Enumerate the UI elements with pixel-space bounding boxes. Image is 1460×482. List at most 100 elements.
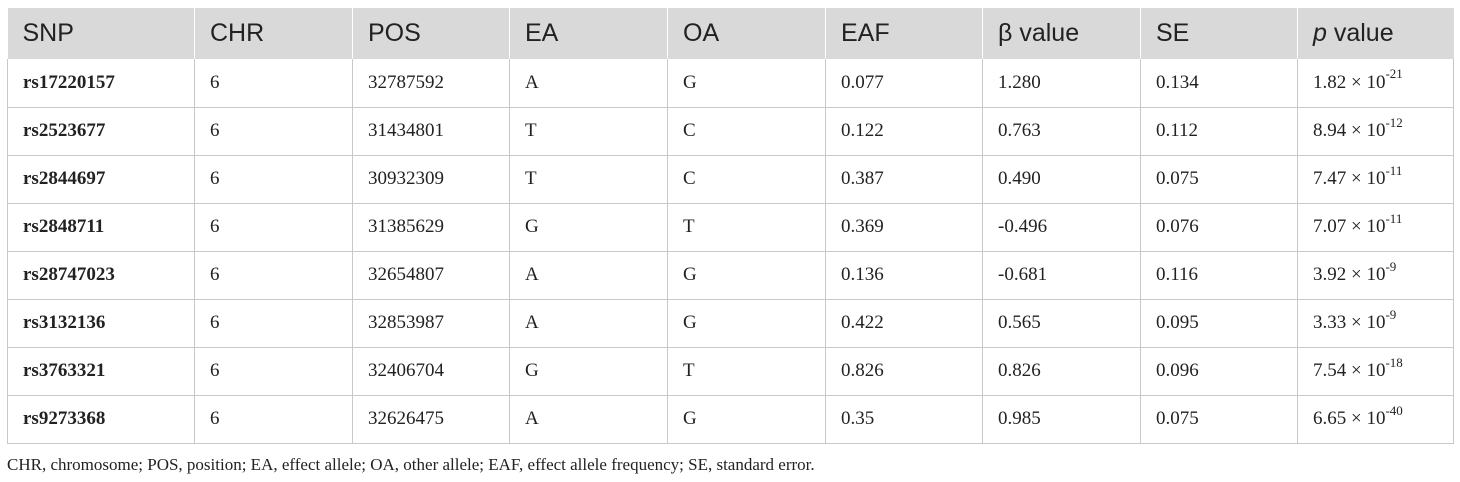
cell-se: 0.095 bbox=[1140, 299, 1298, 348]
p-value-mantissa: 6.65 × 10 bbox=[1313, 408, 1386, 429]
cell-se: 0.112 bbox=[1140, 107, 1298, 156]
cell-beta: -0.496 bbox=[982, 203, 1141, 252]
cell-chr: 6 bbox=[194, 347, 353, 396]
cell-eaf: 0.136 bbox=[825, 251, 983, 300]
cell-pos: 31434801 bbox=[352, 107, 510, 156]
cell-oa: G bbox=[667, 299, 826, 348]
cell-snp: rs28747023 bbox=[7, 251, 195, 300]
table-row: rs2848711 6 31385629 G T 0.369 -0.496 0.076 7.07… bbox=[7, 203, 1454, 252]
header-snp: SNP bbox=[7, 8, 195, 59]
cell-beta: 0.565 bbox=[982, 299, 1141, 348]
header-row: SNP CHR POS EA OA EAF β value SE p value bbox=[7, 8, 1454, 59]
cell-beta: 0.490 bbox=[982, 155, 1141, 204]
cell-p-value: 3.92 × 10-9 bbox=[1297, 251, 1454, 300]
cell-pos: 32654807 bbox=[352, 251, 510, 300]
cell-pos: 32787592 bbox=[352, 59, 510, 108]
cell-p-value: 7.07 × 10-11 bbox=[1297, 203, 1454, 252]
cell-eaf: 0.387 bbox=[825, 155, 983, 204]
cell-snp: rs3132136 bbox=[7, 299, 195, 348]
cell-p-value: 7.54 × 10-18 bbox=[1297, 347, 1454, 396]
p-value-exponent: -9 bbox=[1385, 306, 1397, 322]
p-value-mantissa: 7.07 × 10 bbox=[1313, 216, 1386, 237]
cell-chr: 6 bbox=[194, 299, 353, 348]
cell-chr: 6 bbox=[194, 59, 353, 108]
header-p-rest: value bbox=[1326, 19, 1394, 47]
p-value-mantissa: 1.82 × 10 bbox=[1313, 71, 1386, 93]
cell-p-value: 3.33 × 10-9 bbox=[1297, 299, 1454, 348]
cell-snp: rs3763321 bbox=[7, 347, 195, 396]
cell-pos: 32406704 bbox=[352, 347, 510, 396]
cell-oa: T bbox=[667, 347, 826, 396]
cell-eaf: 0.122 bbox=[825, 107, 983, 156]
cell-chr: 6 bbox=[194, 107, 353, 156]
table-row: rs9273368 6 32626475 A G 0.35 0.985 0.075 6.65 ×… bbox=[7, 395, 1454, 444]
p-value-mantissa: 7.47 × 10 bbox=[1313, 168, 1386, 189]
cell-oa: G bbox=[667, 395, 826, 444]
cell-chr: 6 bbox=[194, 395, 353, 444]
cell-se: 0.075 bbox=[1140, 155, 1298, 204]
cell-snp: rs2844697 bbox=[7, 155, 195, 204]
cell-eaf: 0.077 bbox=[825, 59, 983, 108]
header-oa: OA bbox=[667, 8, 826, 59]
header-p-value: p value bbox=[1298, 8, 1454, 59]
cell-p-value: 8.94 × 10-12 bbox=[1297, 107, 1454, 156]
p-value-mantissa: 3.92 × 10 bbox=[1313, 264, 1386, 285]
cell-eaf: 0.35 bbox=[825, 395, 983, 444]
cell-chr: 6 bbox=[194, 251, 353, 300]
cell-pos: 32853987 bbox=[352, 299, 510, 348]
cell-se: 0.076 bbox=[1140, 203, 1298, 252]
cell-beta: -0.681 bbox=[982, 251, 1141, 300]
cell-pos: 32626475 bbox=[352, 395, 510, 444]
table-footnote: CHR, chromosome; POS, position; EA, effe… bbox=[7, 455, 815, 474]
p-value-exponent: -18 bbox=[1385, 354, 1403, 370]
p-value-mantissa: 8.94 × 10 bbox=[1313, 120, 1386, 141]
cell-se: 0.096 bbox=[1140, 347, 1298, 396]
cell-eaf: 0.826 bbox=[825, 347, 983, 396]
p-value-mantissa: 3.33 × 10 bbox=[1313, 312, 1386, 333]
table-row: rs28747023 6 32654807 A G 0.136 -0.681 0.116 3.9… bbox=[7, 251, 1454, 300]
cell-eaf: 0.369 bbox=[825, 203, 983, 252]
cell-ea: A bbox=[509, 251, 668, 300]
p-value-exponent: -11 bbox=[1385, 162, 1403, 178]
cell-se: 0.075 bbox=[1140, 395, 1298, 444]
cell-pos: 31385629 bbox=[352, 203, 510, 252]
p-value-exponent: -40 bbox=[1385, 402, 1403, 418]
cell-ea: A bbox=[509, 299, 668, 348]
header-eaf: EAF bbox=[825, 8, 983, 59]
table-row: rs3763321 6 32406704 G T 0.826 0.826 0.096 7.54 … bbox=[7, 347, 1454, 396]
header-p-symbol: p bbox=[1313, 19, 1327, 47]
cell-eaf: 0.422 bbox=[825, 299, 983, 348]
p-value-mantissa: 7.54 × 10 bbox=[1313, 360, 1386, 381]
cell-ea: G bbox=[509, 203, 668, 252]
cell-p-value: 7.47 × 10-11 bbox=[1297, 155, 1454, 204]
header-se: SE bbox=[1140, 8, 1298, 59]
cell-beta: 0.826 bbox=[982, 347, 1141, 396]
snp-table-container: SNP CHR POS EA OA EAF β value SE p value… bbox=[7, 8, 1454, 444]
table-row: rs17220157 6 32787592 A G 0.077 1.280 0.134 1.82… bbox=[7, 59, 1454, 108]
header-pos: POS bbox=[352, 8, 510, 59]
cell-pos: 30932309 bbox=[352, 155, 510, 204]
cell-beta: 1.280 bbox=[982, 59, 1141, 108]
header-chr: CHR bbox=[194, 8, 353, 59]
cell-p-value: 1.82 × 10-21 bbox=[1297, 59, 1454, 108]
cell-snp: rs2523677 bbox=[7, 107, 195, 156]
cell-oa: T bbox=[667, 203, 826, 252]
snp-table: SNP CHR POS EA OA EAF β value SE p value… bbox=[7, 8, 1454, 444]
cell-ea: A bbox=[509, 59, 668, 108]
cell-beta: 0.763 bbox=[982, 107, 1141, 156]
p-value-exponent: -9 bbox=[1385, 258, 1397, 274]
cell-oa: C bbox=[667, 155, 826, 204]
cell-ea: A bbox=[509, 395, 668, 444]
p-value-exponent: -11 bbox=[1385, 210, 1403, 226]
p-value-exponent: -21 bbox=[1385, 66, 1403, 82]
table-row: rs3132136 6 32853987 A G 0.422 0.565 0.095 3.33 … bbox=[7, 299, 1454, 348]
table-header: SNP CHR POS EA OA EAF β value SE p value bbox=[7, 8, 1454, 59]
table-body: rs17220157 6 32787592 A G 0.077 1.280 0.134 1.82… bbox=[7, 59, 1454, 444]
cell-p-value: 6.65 × 10-40 bbox=[1297, 395, 1454, 444]
cell-oa: C bbox=[667, 107, 826, 156]
cell-ea: T bbox=[509, 107, 668, 156]
table-row: rs2523677 6 31434801 T C 0.122 0.763 0.112 8.94 … bbox=[7, 107, 1454, 156]
p-value-exponent: -12 bbox=[1385, 114, 1403, 130]
cell-oa: G bbox=[667, 251, 826, 300]
cell-ea: T bbox=[509, 155, 668, 204]
